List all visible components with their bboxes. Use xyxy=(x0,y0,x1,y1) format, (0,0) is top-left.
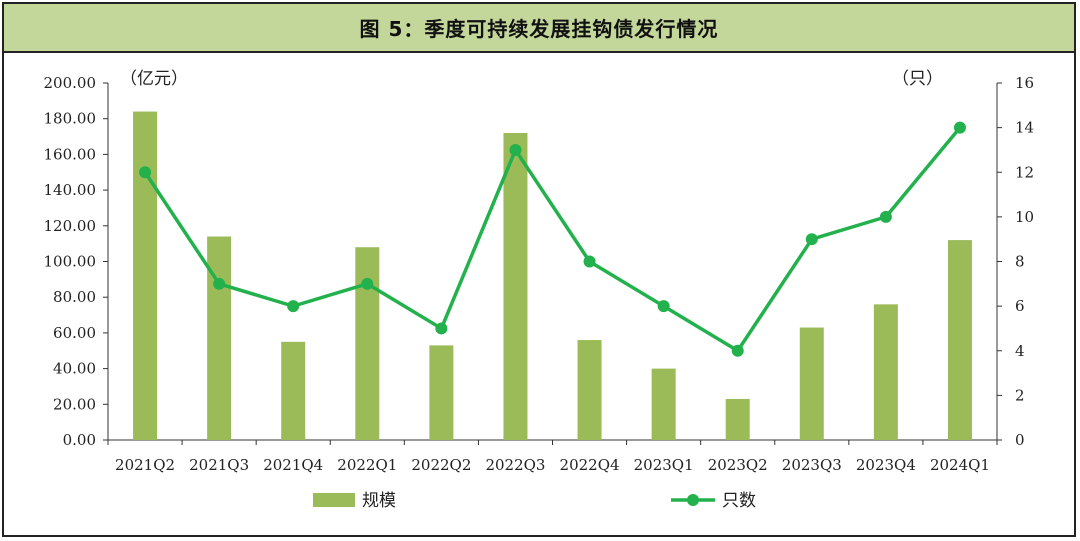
x-tick-label: 2023Q2 xyxy=(708,456,768,474)
right-tick-label: 6 xyxy=(1015,297,1025,315)
line-point xyxy=(731,344,744,357)
left-tick-label: 120.00 xyxy=(44,217,97,235)
right-tick-label: 4 xyxy=(1015,342,1025,360)
left-tick-label: 200.00 xyxy=(44,74,97,92)
line-point xyxy=(287,300,300,313)
left-tick-label: 160.00 xyxy=(44,145,97,163)
x-tick-label: 2022Q1 xyxy=(337,456,397,474)
line-point xyxy=(213,277,226,290)
line-point xyxy=(435,322,448,335)
line-point xyxy=(657,300,670,313)
left-tick-label: 40.00 xyxy=(53,360,96,378)
legend-swatch-bar xyxy=(313,493,355,507)
bar xyxy=(207,236,232,440)
tick-labels: 0.00 20.00 40.00 60.00 80.00 100.00 120.00 140.… xyxy=(44,69,1035,474)
series-line xyxy=(143,126,962,353)
right-tick-label: 8 xyxy=(1015,253,1025,271)
bar xyxy=(281,341,306,440)
left-axis-unit: （亿元） xyxy=(120,69,188,89)
left-tick-label: 0.00 xyxy=(63,431,96,449)
bar xyxy=(577,340,602,440)
legend-label-bar: 规模 xyxy=(362,491,396,511)
legend: 规模 只数 xyxy=(313,491,756,511)
legend-label-line: 只数 xyxy=(722,491,756,511)
right-axis-unit: （只） xyxy=(892,69,943,89)
right-tick-label: 12 xyxy=(1015,163,1034,181)
x-tick-label: 2022Q4 xyxy=(560,456,620,474)
x-tick-label: 2021Q3 xyxy=(189,456,249,474)
line-point xyxy=(361,277,374,290)
bar xyxy=(873,304,898,440)
bar xyxy=(503,132,528,441)
x-tick-label: 2023Q3 xyxy=(782,456,842,474)
line-point xyxy=(139,166,152,179)
left-tick-label: 80.00 xyxy=(53,288,96,306)
title-bar: 图 5：季度可持续发展挂钩债发行情况 xyxy=(4,4,1074,53)
line-point xyxy=(805,233,818,246)
bar xyxy=(651,368,676,440)
line-series xyxy=(139,121,966,357)
left-tick-label: 20.00 xyxy=(53,395,96,413)
chart-title: 图 5：季度可持续发展挂钩债发行情况 xyxy=(359,17,719,41)
bar xyxy=(133,111,158,440)
x-tick-label: 2022Q3 xyxy=(485,456,545,474)
line-point xyxy=(879,210,892,223)
bar xyxy=(799,327,824,440)
line-point xyxy=(953,121,966,134)
right-tick-label: 14 xyxy=(1015,119,1034,137)
left-tick-label: 140.00 xyxy=(44,181,97,199)
x-tick-label: 2021Q4 xyxy=(263,456,323,474)
left-tick-label: 180.00 xyxy=(44,110,97,128)
left-tick-label: 60.00 xyxy=(53,324,96,342)
x-tick-label: 2021Q2 xyxy=(115,456,175,474)
left-tick-label: 100.00 xyxy=(44,253,97,271)
x-tick-label: 2023Q4 xyxy=(856,456,916,474)
bar-series xyxy=(133,111,972,441)
bar xyxy=(355,247,380,440)
x-tick-label: 2022Q2 xyxy=(411,456,471,474)
line-point xyxy=(583,255,596,268)
right-tick-label: 16 xyxy=(1015,74,1034,92)
legend-swatch-marker xyxy=(687,494,699,506)
right-tick-label: 0 xyxy=(1015,431,1025,449)
right-tick-label: 10 xyxy=(1015,208,1034,226)
axes xyxy=(103,82,1002,445)
bar xyxy=(725,398,750,440)
right-tick-label: 2 xyxy=(1015,386,1025,404)
x-tick-label: 2023Q1 xyxy=(634,456,694,474)
bar xyxy=(429,345,454,440)
x-tick-label: 2024Q1 xyxy=(930,456,990,474)
line-point xyxy=(509,143,522,156)
bar xyxy=(947,240,972,440)
